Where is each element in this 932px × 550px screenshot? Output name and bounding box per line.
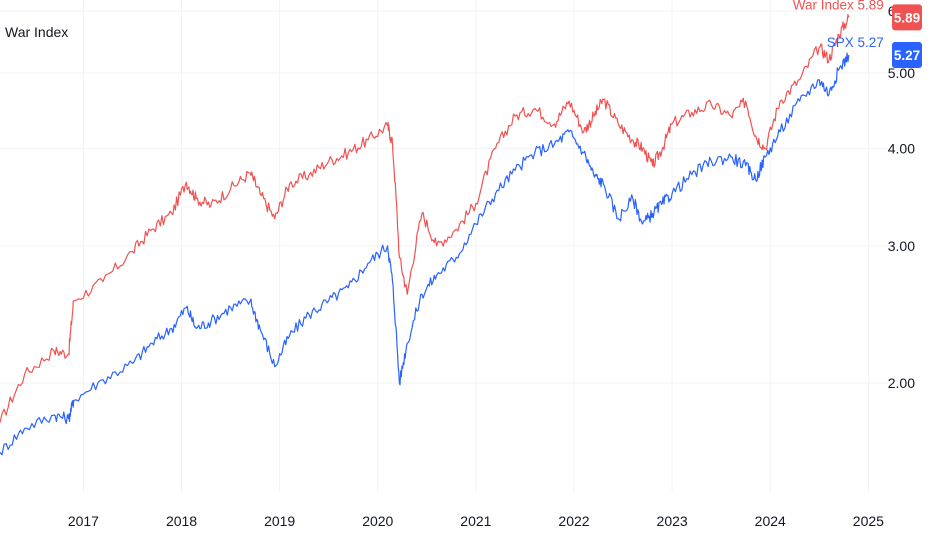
y-tick-label: 4.00: [888, 140, 915, 156]
x-tick-label: 2024: [755, 513, 786, 529]
x-tick-label: 2021: [460, 513, 491, 529]
price-badge-war-index: [892, 4, 922, 31]
x-tick-label: 2017: [68, 513, 99, 529]
chart-title: War Index: [5, 24, 69, 40]
price-badge-value: 5.89: [894, 10, 920, 25]
price-badge-value: 5.27: [894, 48, 920, 63]
series-line-war-index: [0, 14, 850, 423]
y-tick-label: 5.00: [888, 65, 915, 81]
price-badge-spx: [892, 42, 922, 69]
y-tick-label: 2.00: [888, 375, 915, 391]
series-end-label: War Index 5.89: [793, 0, 884, 12]
x-tick-label: 2025: [853, 513, 884, 529]
x-tick-label: 2018: [166, 513, 197, 529]
x-tick-label: 2020: [362, 513, 393, 529]
series-line-spx: [0, 52, 850, 456]
x-tick-label: 2023: [657, 513, 688, 529]
y-tick-label: 3.00: [888, 238, 915, 254]
x-tick-label: 2019: [264, 513, 295, 529]
x-tick-label: 2022: [558, 513, 589, 529]
series-end-label: SPX 5.27: [827, 35, 884, 50]
